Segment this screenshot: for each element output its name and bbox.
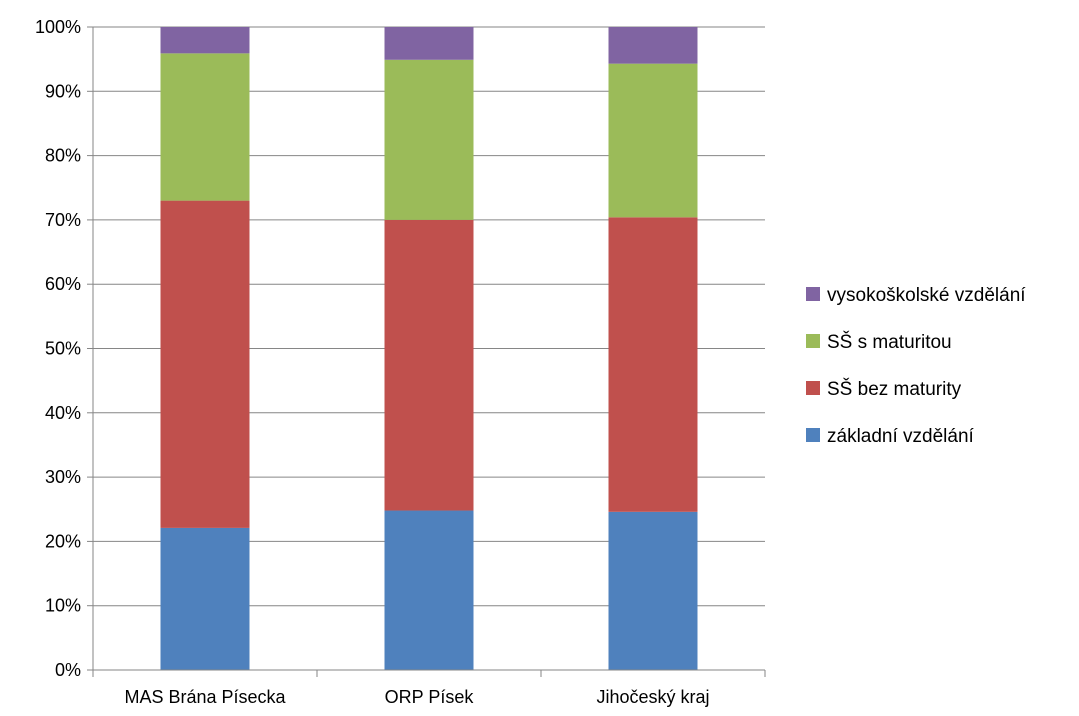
legend-swatch <box>806 428 820 442</box>
y-tick-label: 90% <box>45 81 81 101</box>
bar-segment <box>608 217 698 512</box>
legend-label: SŠ s maturitou <box>827 331 952 353</box>
y-axis-ticks: 0% 10% 20% 30% 40% 50% 60% 70% 80% 90% 100% <box>35 17 81 680</box>
x-tick-label: MAS Brána Písecka <box>124 687 286 707</box>
x-tick-label: ORP Písek <box>385 687 475 707</box>
legend-swatch <box>806 334 820 348</box>
y-tick-label: 40% <box>45 403 81 423</box>
bar-segment <box>608 27 698 64</box>
bar-segment <box>384 219 474 511</box>
legend-label: SŠ bez maturity <box>827 378 962 400</box>
bar-segment <box>608 511 698 670</box>
bar-segment <box>160 53 250 201</box>
bar-segment <box>384 59 474 220</box>
y-tick-label: 70% <box>45 210 81 230</box>
legend: vysokoškolské vzdělání SŠ s maturitou SŠ b… <box>806 285 1026 447</box>
bar-segment <box>160 527 250 670</box>
legend-swatch <box>806 287 820 301</box>
legend-label: vysokoškolské vzdělání <box>827 285 1026 306</box>
y-tick-label: 60% <box>45 274 81 294</box>
legend-swatch <box>806 381 820 395</box>
y-tick-label: 20% <box>45 531 81 551</box>
axes <box>87 26 766 677</box>
bar-segment <box>608 63 698 218</box>
bar-segment <box>160 27 250 54</box>
y-tick-label: 10% <box>45 596 81 616</box>
bar-segment <box>384 27 474 60</box>
y-tick-label: 30% <box>45 467 81 487</box>
y-tick-label: 50% <box>45 339 81 359</box>
legend-label: základní vzdělání <box>827 426 975 447</box>
bar-segment <box>160 200 250 528</box>
y-tick-label: 0% <box>55 660 81 680</box>
bars <box>160 27 698 670</box>
x-axis-ticks: MAS Brána Písecka ORP Písek Jihočeský kraj <box>124 687 709 707</box>
y-tick-label: 100% <box>35 17 81 37</box>
bar-segment <box>384 510 474 670</box>
y-tick-label: 80% <box>45 146 81 166</box>
x-tick-label: Jihočeský kraj <box>596 687 709 707</box>
